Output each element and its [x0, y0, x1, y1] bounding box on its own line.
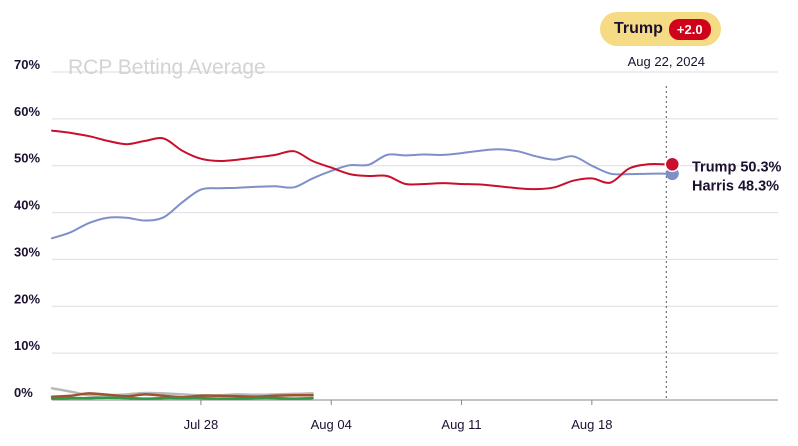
y-tick-label: 50%: [14, 151, 40, 166]
leader-spread: +2.0: [668, 18, 711, 40]
x-tick-label: Aug 11: [441, 417, 481, 432]
end-markers: Trump 50.3% Harris 48.3%: [664, 156, 782, 195]
leader-name: Trump: [614, 20, 663, 37]
x-tick-label: Aug 04: [311, 417, 352, 432]
y-tick-label: 70%: [14, 57, 40, 72]
trump-end-dot: [664, 156, 681, 173]
chart-title: RCP Betting Average: [68, 56, 266, 79]
series-line-trump: [51, 129, 668, 191]
trump-end-label: Trump 50.3%: [692, 159, 782, 175]
y-tick-label: 10%: [14, 338, 40, 353]
series-line-minor-2: [50, 387, 314, 397]
y-tick-label: 40%: [14, 198, 40, 213]
y-tick-label: 60%: [14, 104, 40, 119]
y-tick-label: 20%: [14, 291, 40, 306]
leader-badge: Trump +2.0: [600, 12, 721, 46]
x-tick-label: Jul 28: [184, 417, 219, 432]
y-tick-label: 30%: [14, 244, 40, 259]
x-axis: Jul 28 Aug 04 Aug 11 Aug 18: [184, 400, 612, 432]
series-layer: [50, 129, 668, 400]
hover-date-label: Aug 22, 2024: [628, 54, 705, 69]
y-tick-label: 0%: [14, 385, 33, 400]
harris-end-label: Harris 48.3%: [692, 179, 779, 195]
grid: [52, 71, 778, 401]
x-tick-label: Aug 18: [571, 417, 612, 432]
series-line-harris: [51, 148, 668, 240]
y-axis: 0% 10% 20% 30% 40% 50% 60% 70%: [14, 57, 40, 400]
series-line-minor-4: [50, 396, 314, 400]
